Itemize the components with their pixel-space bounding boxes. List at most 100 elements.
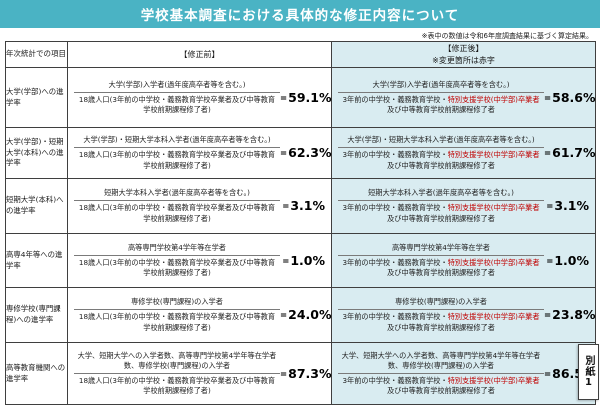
rate-value: =59.1% [280, 89, 332, 105]
before-cell: 専修学校(専門課程)の入学者 18歳人口(3年前の中学校・義務教育学校卒業者及び… [67, 287, 332, 343]
denominator-changed-text: 特別支援学校(中学部)卒業者 [447, 150, 540, 160]
percent-value: 59.1% [288, 89, 332, 105]
fraction-denominator: 3年前の中学校・義務教育学校・特別支援学校(中学部)卒業者 及び中等教育学校前期課… [338, 256, 544, 278]
fraction-numerator: 専修学校(専門課程)の入学者 [74, 297, 280, 311]
fraction-numerator: 大学(学部)入学者(過年度高卒者等を含む。) [338, 80, 544, 93]
title-bar: 学校基本調査における具体的な修正内容について [0, 0, 600, 28]
after-cell: 大学(学部)入学者(過年度高卒者等を含む。) 3年前の中学校・義務教育学校・特別… [331, 67, 596, 128]
denominator-prefix: 3年前の中学校・義務教育学校・ [342, 312, 448, 322]
fraction-denominator: 18歳人口(3年前の中学校・義務教育学校卒業者及び中等教育学校前期課程修了者) [78, 312, 276, 332]
table-header-row: 年次統計での項目 【修正前】 【修正後】 ※変更箇所は赤字 [5, 41, 596, 68]
fraction-denominator: 3年前の中学校・義務教育学校・特別支援学校(中学部)卒業者 及び中等教育学校前期課… [338, 310, 544, 332]
attachment-tab: 別紙1 [578, 344, 599, 400]
denominator-prefix: 3年前の中学校・義務教育学校・ [342, 94, 448, 104]
fraction-denominator: 18歳人口(3年前の中学校・義務教育学校卒業者及び中等教育学校前期課程修了者) [78, 150, 276, 170]
denominator-changed-text: 特別支援学校(中学部)卒業者 [447, 376, 540, 385]
row-item-label: 大学(学部)・短期大学(本科)への進学率 [5, 127, 68, 179]
fraction-denominator: 18歳人口(3年前の中学校・義務教育学校卒業者及び中等教育学校前期課程修了者) [78, 257, 276, 278]
fraction-denominator: 3年前の中学校・義務教育学校・特別支援学校(中学部)卒業者 及び中等教育学校前期課… [338, 148, 544, 170]
fraction-numerator: 大学、短期大学への入学者数、高等専門学校第4学年等在学者数、専修学校(専門課程)… [338, 351, 544, 374]
fraction-numerator: 大学(学部)入学者(過年度高卒者等を含む。) [74, 80, 280, 93]
fraction: 大学(学部)入学者(過年度高卒者等を含む。) 18歳人口(3年前の中学校・義務教… [74, 80, 280, 115]
equals-sign: = [544, 149, 552, 160]
rate-value: =3.1% [544, 198, 592, 213]
equals-sign: = [280, 149, 288, 160]
fraction-numerator: 大学、短期大学への入学者数、高等専門学校第4学年等在学者数、専修学校(専門課程)… [74, 351, 280, 374]
fraction-denominator: 3年前の中学校・義務教育学校・特別支援学校(中学部)卒業者 及び中等教育学校前期課… [338, 201, 544, 223]
rate-value: =1.0% [544, 253, 592, 268]
equals-sign: = [282, 202, 290, 213]
percent-value: 3.1% [554, 198, 589, 214]
fraction-numerator: 高等専門学校第4学年等在学者 [74, 243, 280, 256]
percent-value: 1.0% [554, 252, 589, 268]
fraction: 大学、短期大学への入学者数、高等専門学校第4学年等在学者数、専修学校(専門課程)… [338, 351, 544, 396]
denominator-changed-text: 特別支援学校(中学部)卒業者 [447, 94, 540, 104]
page-title: 学校基本調査における具体的な修正内容について [140, 8, 460, 24]
row-item-label: 高等教育機関への進学率 [5, 342, 68, 405]
table-row: 専修学校(専門課程)への進学率 専修学校(専門課程)の入学者 18歳人口(3年前… [5, 287, 596, 343]
equals-sign: = [546, 256, 554, 267]
percent-value: 3.1% [290, 198, 325, 214]
after-cell: 短期大学本科入学者(過年度高卒者等を含む。) 3年前の中学校・義務教育学校・特別… [331, 178, 596, 234]
rate-value: =1.0% [280, 253, 328, 268]
equals-sign: = [282, 256, 290, 267]
row-item-label: 専修学校(専門課程)への進学率 [5, 287, 68, 343]
table-row: 短期大学(本科)への進学率 短期大学本科入学者(過年度高卒者等を含む。) 18歳… [5, 178, 596, 234]
fraction: 高等専門学校第4学年等在学者 3年前の中学校・義務教育学校・特別支援学校(中学部… [338, 243, 544, 278]
corrections-table: 年次統計での項目 【修正前】 【修正後】 ※変更箇所は赤字 大学(学部)への進学… [5, 41, 596, 405]
after-header-subnote: ※変更箇所は赤字 [432, 55, 495, 65]
percent-value: 61.7% [552, 145, 596, 161]
rate-value: =61.7% [544, 145, 596, 161]
equals-sign: = [280, 370, 288, 380]
fraction-denominator: 18歳人口(3年前の中学校・義務教育学校卒業者及び中等教育学校前期課程修了者) [78, 203, 276, 223]
fraction: 専修学校(専門課程)の入学者 18歳人口(3年前の中学校・義務教育学校卒業者及び… [74, 297, 280, 332]
denominator-changed-text: 特別支援学校(中学部)卒業者 [447, 312, 540, 322]
row-item-label: 短期大学(本科)への進学率 [5, 178, 68, 234]
denominator-changed-text: 特別支援学校(中学部)卒業者 [447, 203, 540, 213]
percent-value: 1.0% [290, 252, 325, 268]
fraction: 短期大学本科入学者(過年度高卒者等を含む。) 3年前の中学校・義務教育学校・特別… [338, 188, 544, 223]
equals-sign: = [546, 202, 554, 213]
fraction-denominator: 18歳人口(3年前の中学校・義務教育学校卒業者及び中等教育学校前期課程修了者) [78, 94, 276, 115]
denominator-prefix: 3年前の中学校・義務教育学校・ [342, 203, 448, 213]
equals-sign: = [280, 93, 288, 104]
denominator-suffix: 及び中等教育学校前期課程修了者 [387, 213, 495, 223]
denominator-suffix: 及び中等教育学校前期課程修了者 [387, 268, 495, 278]
denominator-suffix: 及び中等教育学校前期課程修了者 [387, 322, 495, 332]
rate-value: =58.6% [544, 89, 596, 105]
column-header-before: 【修正前】 [67, 41, 332, 68]
fraction-denominator: 3年前の中学校・義務教育学校・特別支援学校(中学部)卒業者 及び中等教育学校前期課… [338, 93, 544, 115]
column-header-after: 【修正後】 ※変更箇所は赤字 [331, 41, 596, 68]
fraction-numerator: 短期大学本科入学者(過年度高卒者等を含む。) [74, 188, 280, 202]
fraction: 高等専門学校第4学年等在学者 18歳人口(3年前の中学校・義務教育学校卒業者及び… [74, 243, 280, 278]
denominator-changed-text: 特別支援学校(中学部)卒業者 [447, 257, 540, 267]
denominator-prefix: 3年前の中学校・義務教育学校・ [342, 376, 448, 385]
rate-value: =87.3% [280, 366, 332, 381]
fraction-numerator: 高等専門学校第4学年等在学者 [338, 243, 544, 256]
before-cell: 短期大学本科入学者(過年度高卒者等を含む。) 18歳人口(3年前の中学校・義務教… [67, 178, 332, 234]
fraction: 専修学校(専門課程)の入学者 3年前の中学校・義務教育学校・特別支援学校(中学部… [338, 297, 544, 332]
fraction: 大学(学部)・短期大学本科入学者(過年度高卒者等を含む。) 18歳人口(3年前の… [74, 135, 280, 170]
row-item-label: 大学(学部)への進学率 [5, 67, 68, 128]
column-header-item: 年次統計での項目 [5, 41, 68, 68]
row-item-label: 高専4年等への進学率 [5, 233, 68, 288]
equals-sign: = [280, 311, 288, 322]
before-cell: 大学、短期大学への入学者数、高等専門学校第4学年等在学者数、専修学校(専門課程)… [67, 342, 332, 405]
fraction: 大学(学部)・短期大学本科入学者(過年度高卒者等を含む。) 3年前の中学校・義務… [338, 135, 544, 170]
fraction: 大学、短期大学への入学者数、高等専門学校第4学年等在学者数、専修学校(専門課程)… [74, 351, 280, 396]
after-cell: 大学(学部)・短期大学本科入学者(過年度高卒者等を含む。) 3年前の中学校・義務… [331, 127, 596, 179]
fraction: 短期大学本科入学者(過年度高卒者等を含む。) 18歳人口(3年前の中学校・義務教… [74, 188, 280, 223]
fraction-numerator: 専修学校(専門課程)の入学者 [338, 297, 544, 311]
denominator-prefix: 3年前の中学校・義務教育学校・ [342, 257, 448, 267]
equals-sign: = [544, 311, 552, 322]
before-cell: 大学(学部)入学者(過年度高卒者等を含む。) 18歳人口(3年前の中学校・義務教… [67, 67, 332, 128]
after-cell: 大学、短期大学への入学者数、高等専門学校第4学年等在学者数、専修学校(専門課程)… [331, 342, 596, 405]
percent-value: 24.0% [288, 307, 332, 323]
after-cell: 専修学校(専門課程)の入学者 3年前の中学校・義務教育学校・特別支援学校(中学部… [331, 287, 596, 343]
table-row: 大学(学部)・短期大学(本科)への進学率 大学(学部)・短期大学本科入学者(過年… [5, 127, 596, 179]
denominator-suffix: 及び中等教育学校前期課程修了者 [387, 160, 495, 170]
fraction-denominator: 3年前の中学校・義務教育学校・特別支援学校(中学部)卒業者 及び中等教育学校前期課… [338, 374, 544, 396]
equals-sign: = [544, 93, 552, 104]
fraction-numerator: 大学(学部)・短期大学本科入学者(過年度高卒者等を含む。) [74, 135, 280, 149]
percent-value: 58.6% [552, 89, 596, 105]
